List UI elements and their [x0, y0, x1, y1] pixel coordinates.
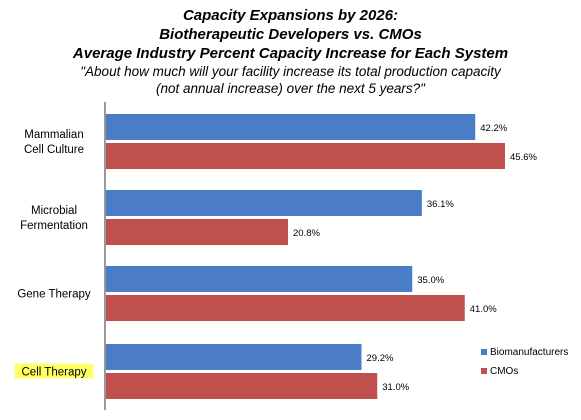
legend-label: Biomanufacturers — [490, 347, 568, 358]
data-label: 31.0% — [382, 382, 409, 393]
data-label: 45.6% — [510, 152, 537, 163]
chart-title-line-2: Biotherapeutic Developers vs. CMOs — [159, 26, 422, 43]
bar — [106, 219, 288, 245]
bar — [106, 373, 378, 399]
category-label: Mammalian Cell Culture — [24, 129, 84, 156]
chart-title-line-1: Capacity Expansions by 2026: — [182, 7, 399, 24]
chart-title-block: Capacity Expansions by 2026: Biotherapeu… — [0, 6, 581, 97]
category-label-line: Cell Therapy — [22, 367, 87, 379]
chart-title-line-3: Average Industry Percent Capacity Increa… — [72, 45, 509, 62]
bar — [106, 143, 505, 169]
category-label: Cell Therapy — [22, 367, 87, 379]
category-label: Microbial Fermentation — [20, 205, 88, 232]
category-label: Gene Therapy — [17, 289, 91, 301]
bar — [106, 114, 476, 140]
bar — [106, 295, 465, 321]
bar — [106, 266, 413, 292]
legend-swatch — [481, 349, 487, 355]
data-label: 20.8% — [293, 228, 320, 239]
legend-label: CMOs — [490, 366, 518, 377]
bar — [106, 190, 422, 216]
category-label-line: Microbial — [31, 205, 77, 217]
chart-subtitle-line-2: (not annual increase) over the next 5 ye… — [156, 81, 425, 96]
data-label: 42.2% — [480, 123, 507, 134]
data-label: 36.1% — [427, 199, 454, 210]
data-label: 41.0% — [470, 304, 497, 315]
data-label: 29.2% — [367, 353, 394, 364]
bar — [106, 344, 362, 370]
category-label-line: Cell Culture — [24, 144, 84, 156]
category-label-line: Mammalian — [24, 129, 83, 141]
category-label-line: Fermentation — [20, 220, 88, 232]
legend-swatch — [481, 368, 487, 374]
data-label: 35.0% — [417, 275, 444, 286]
category-label-line: Gene Therapy — [17, 289, 91, 301]
chart-subtitle-line-1: "About how much will your facility incre… — [80, 64, 501, 79]
category-highlight — [14, 363, 94, 379]
